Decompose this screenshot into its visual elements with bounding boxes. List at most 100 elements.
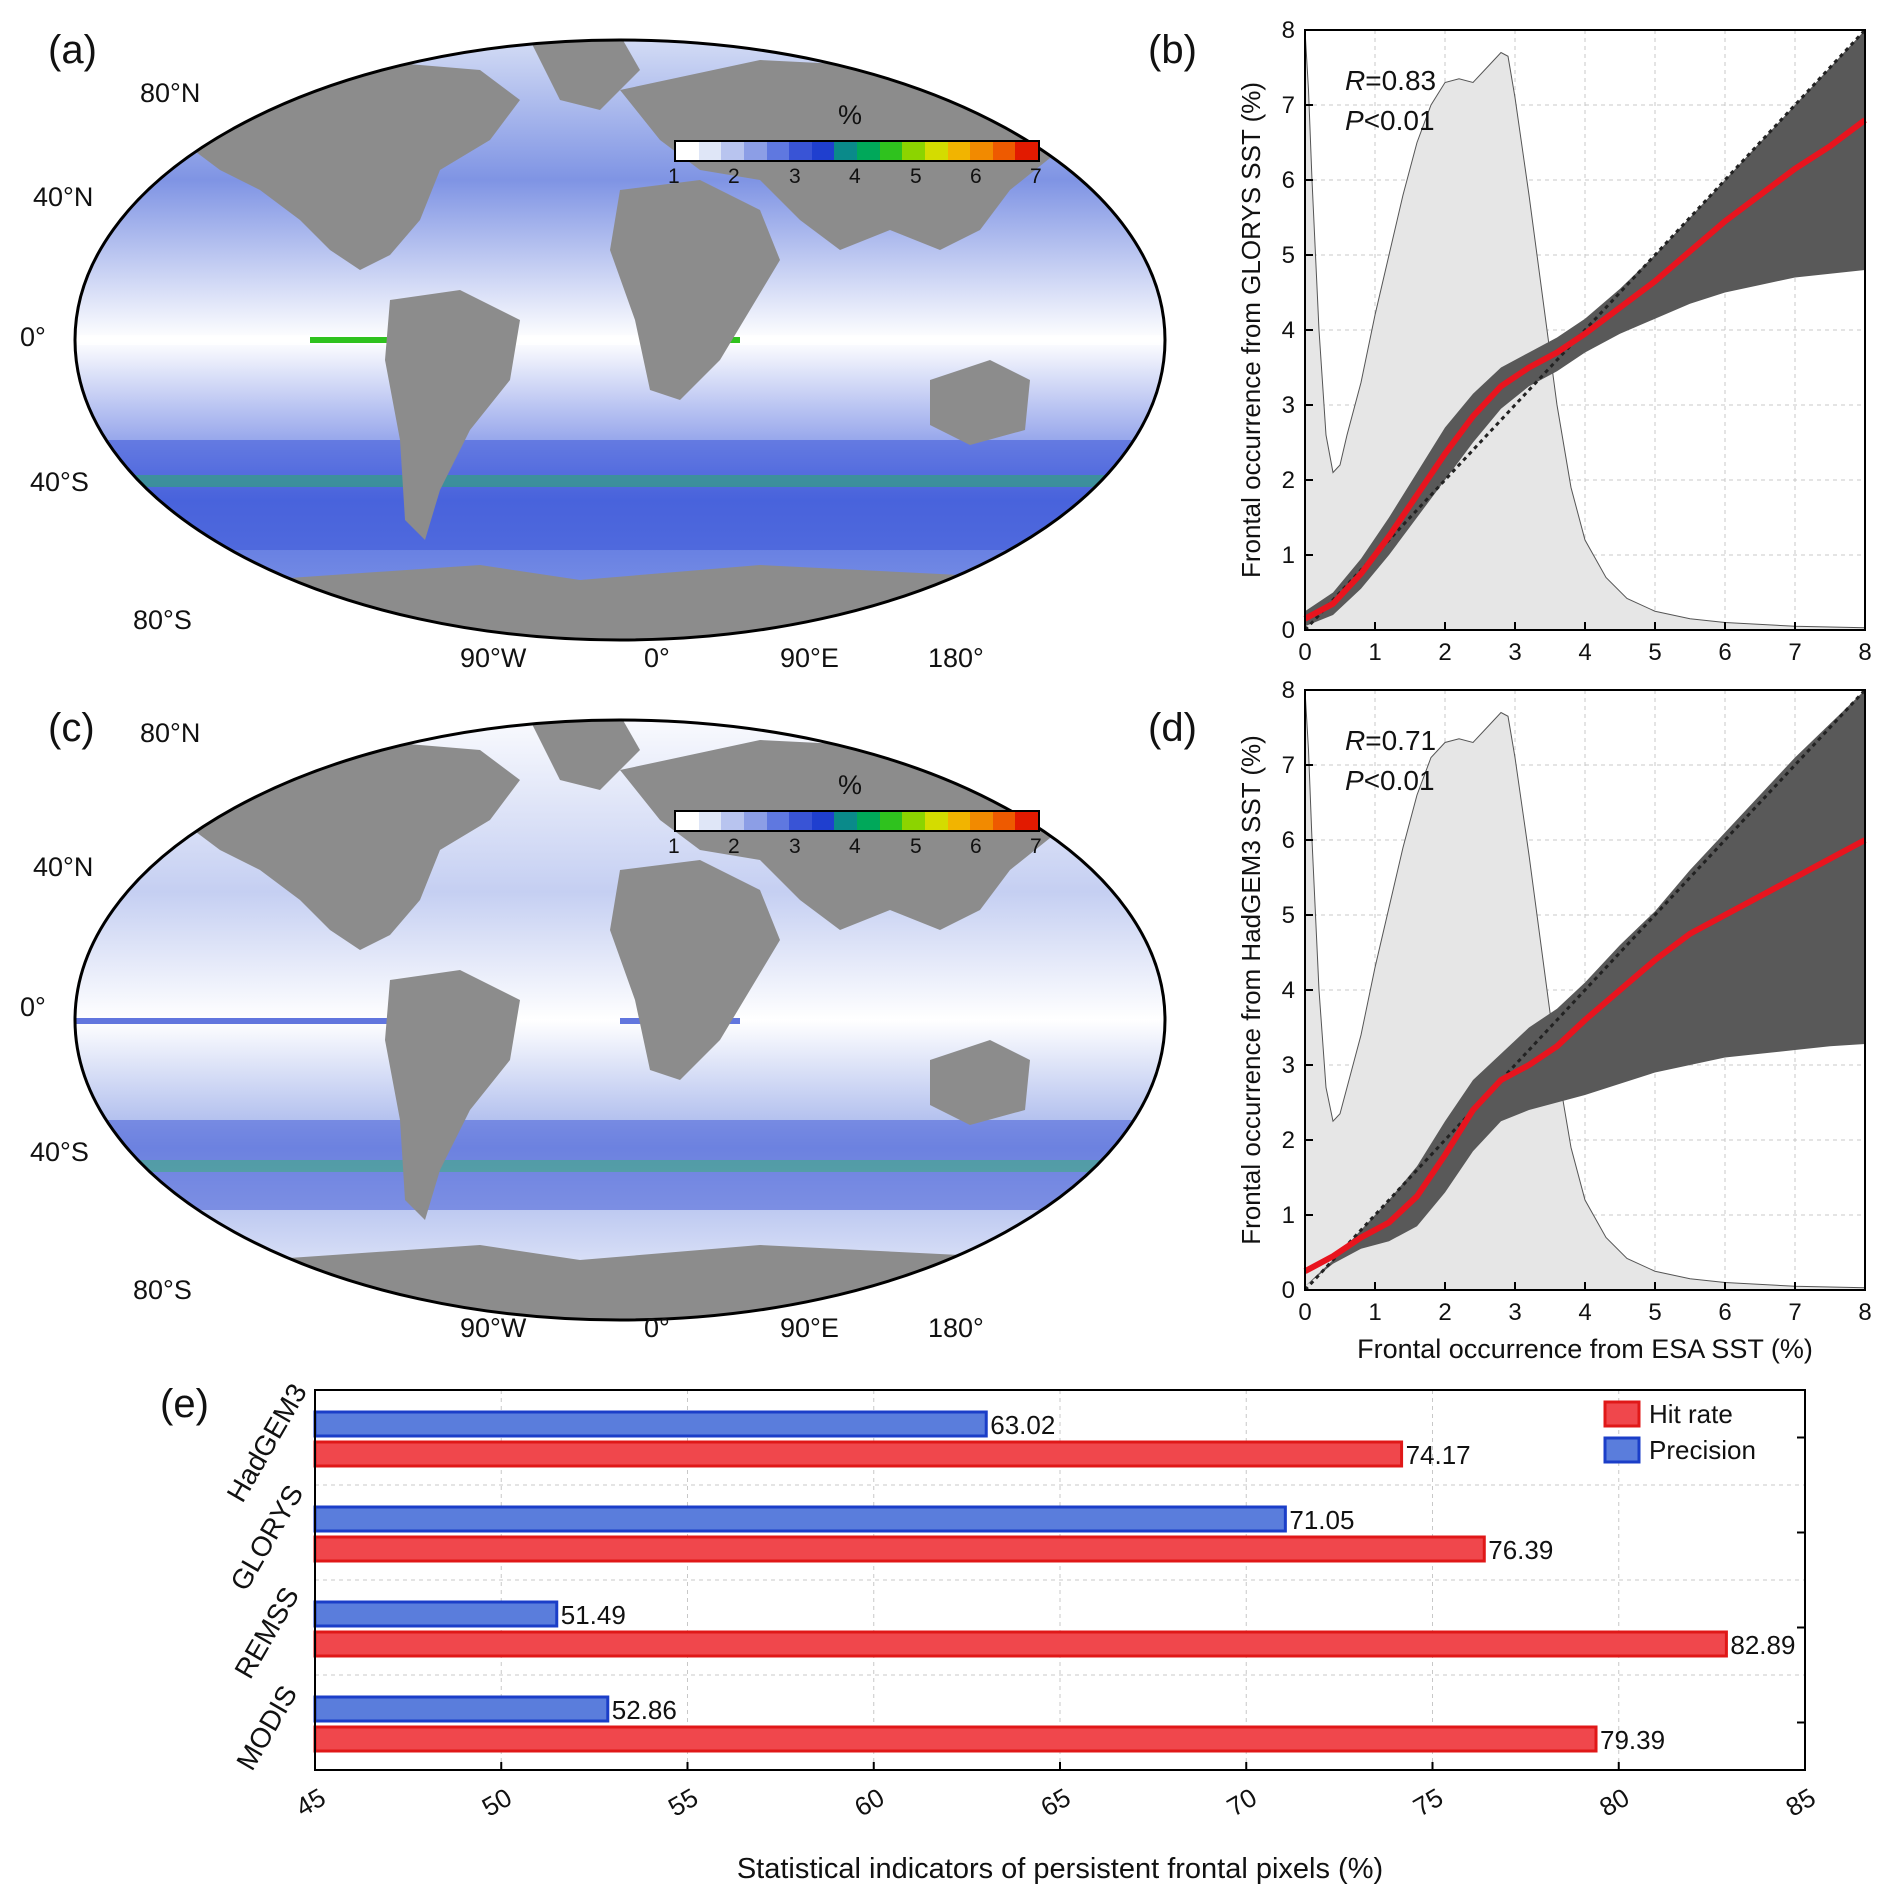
colorbar-swatch <box>924 812 948 830</box>
bar-label-hit-rate: 76.39 <box>1488 1535 1553 1565</box>
x-tick-label: 80 <box>1594 1782 1634 1822</box>
colorbar-swatch <box>789 812 812 830</box>
lon-label-0-c: 0° <box>644 1313 670 1343</box>
y-tick-label: 0 <box>1282 1277 1295 1304</box>
chart-e: 63.0274.17HadGEM371.0576.39GLORYS51.4982… <box>221 1378 1821 1885</box>
mean-line <box>1303 117 1867 622</box>
colorbar-tick-6-c: 6 <box>970 835 982 858</box>
colorbar-swatch <box>1015 142 1038 160</box>
colorbar-tick-1-c: 1 <box>668 835 680 858</box>
bar-label-precision: 51.49 <box>561 1600 626 1630</box>
x-tick-label: 7 <box>1788 1299 1801 1326</box>
x-axis-label: Statistical indicators of persistent fro… <box>737 1853 1383 1885</box>
y-tick-label: 2 <box>1282 467 1295 494</box>
x-tick-label: 8 <box>1858 639 1871 666</box>
land-antarctica-a <box>75 565 1165 640</box>
colorbar-swatch <box>834 812 857 830</box>
x-tick-label: 8 <box>1858 1299 1871 1326</box>
land-south-america-a <box>385 290 520 540</box>
map-c-svg <box>73 718 1167 1322</box>
colorbar-tick-7-a: 7 <box>1030 165 1042 188</box>
colorbar-swatch <box>992 812 1016 830</box>
panel-label-a: (a) <box>48 28 97 72</box>
x-axis-label: Frontal occurrence from ESA SST (%) <box>1357 1334 1813 1364</box>
r-annotation: R=0.71 <box>1345 725 1436 756</box>
colorbar-swatch <box>970 812 993 830</box>
panel-label-e: (e) <box>160 1382 209 1426</box>
x-tick-label: 45 <box>290 1782 330 1822</box>
y-tick-label: 2 <box>1282 1127 1295 1154</box>
colorbar-swatch <box>766 812 790 830</box>
land-africa-a <box>610 180 780 400</box>
x-tick-label: 50 <box>477 1782 517 1822</box>
y-tick-label: 1 <box>1282 1202 1295 1229</box>
x-tick-label: 1 <box>1368 1299 1381 1326</box>
panel-label-c: (c) <box>48 706 95 750</box>
x-tick-label: 5 <box>1648 639 1661 666</box>
y-tick-label: 1 <box>1282 542 1295 569</box>
lon-label-180-a: 180° <box>928 643 984 673</box>
southern-ocean-band-a <box>75 440 1165 550</box>
colorbar-title-c: % <box>838 770 863 800</box>
southern-ocean-band-c <box>75 1120 1165 1210</box>
x-tick-label: 60 <box>849 1782 889 1822</box>
lon-label-0-a: 0° <box>644 643 670 673</box>
lat-label-40s-a: 40°S <box>30 467 89 497</box>
bar-hit-rate <box>313 1535 1486 1563</box>
chart-b: 0 1 2 3 4 5 6 7 8 0 1 2 3 4 5 6 7 8 Frontal occurrence fro… <box>1240 20 1872 666</box>
lat-label-80n-c: 80°N <box>140 718 201 748</box>
legend-label: Precision <box>1649 1435 1756 1465</box>
x-tick-label: 2 <box>1438 639 1451 666</box>
bar-label-precision: 63.02 <box>990 1410 1055 1440</box>
colorbar-tick-6-a: 6 <box>970 165 982 188</box>
one-to-one-line <box>1303 28 1867 632</box>
bar-precision <box>313 1695 610 1723</box>
bar-hit-rate <box>313 1440 1404 1468</box>
colorbar-swatch <box>879 812 903 830</box>
colorbar-swatch <box>992 142 1016 160</box>
x-tick-label: 65 <box>1035 1782 1075 1822</box>
lat-label-0-a: 0° <box>20 322 46 352</box>
colorbar-swatch <box>698 142 722 160</box>
y-tick-label: 4 <box>1282 977 1295 1004</box>
x-tick-label: 70 <box>1222 1782 1262 1822</box>
y-tick-label: 3 <box>1282 392 1295 419</box>
lat-label-80n-a: 80°N <box>140 78 201 108</box>
bar-label-precision: 52.86 <box>612 1695 677 1725</box>
y-axis-label: Frontal occurrence from GLORYS SST (%) <box>1240 82 1266 578</box>
y-tick-label: 6 <box>1282 167 1295 194</box>
colorbar-swatch <box>834 142 857 160</box>
colorbar-swatch <box>857 812 880 830</box>
one-to-one-line <box>1303 688 1867 1292</box>
y-tick-label: 0 <box>1282 617 1295 644</box>
x-tick-label: 0 <box>1298 639 1311 666</box>
y-tick-label: 5 <box>1282 902 1295 929</box>
bar-precision <box>313 1410 988 1438</box>
colorbar-swatch <box>970 142 993 160</box>
map-c <box>60 700 1180 1340</box>
lon-label-90e-a: 90°E <box>780 643 839 673</box>
x-tick-label: 6 <box>1718 1299 1731 1326</box>
x-tick-label: 75 <box>1408 1782 1448 1822</box>
colorbar-swatch <box>857 142 880 160</box>
map-c-border <box>73 718 1167 1322</box>
bar-label-hit-rate: 79.39 <box>1600 1725 1665 1755</box>
bar-label-hit-rate: 74.17 <box>1406 1440 1471 1470</box>
colorbar-swatch <box>743 812 767 830</box>
category-label: MODIS <box>230 1680 303 1775</box>
colorbar-swatch <box>698 812 722 830</box>
y-axis-label: Frontal occurrence from HadGEM3 SST (%) <box>1240 735 1266 1245</box>
chart-d: 0 1 2 3 4 5 6 7 8 0 1 2 3 4 5 6 7 8 Frontal occurrence fro… <box>1240 680 1872 1364</box>
x-tick-label: 4 <box>1578 1299 1591 1326</box>
panel-label-d: (d) <box>1148 706 1197 750</box>
land-africa-c <box>610 860 780 1080</box>
colorbar-swatch <box>721 142 744 160</box>
panel-label-b: (b) <box>1148 28 1197 72</box>
land-greenland-c <box>530 720 640 790</box>
legend-swatch <box>1603 1436 1641 1464</box>
colorbar-swatch <box>721 812 744 830</box>
colorbar-tick-5-a: 5 <box>910 165 922 188</box>
lat-label-40s-c: 40°S <box>30 1137 89 1167</box>
land-australia-a <box>930 360 1030 445</box>
colorbar-swatch <box>924 142 948 160</box>
